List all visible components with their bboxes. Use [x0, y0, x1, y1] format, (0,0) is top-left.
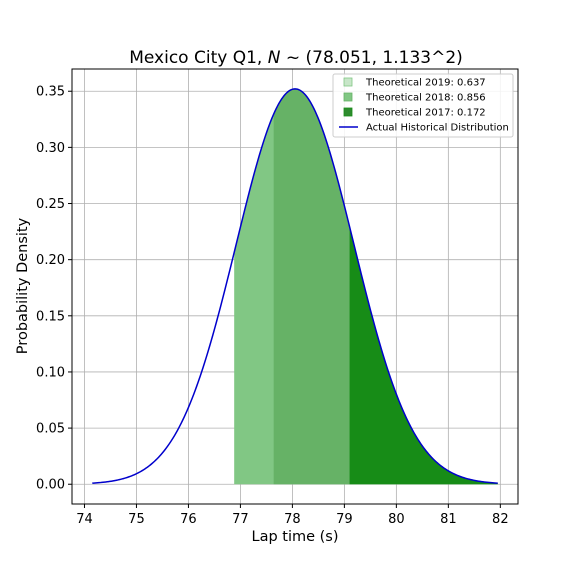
- legend-swatch-0: [343, 77, 353, 87]
- legend-items: Theoretical 2019: 0.637 Theoretical 2018:…: [339, 78, 509, 134]
- y-tick-label-2: 0.10: [36, 365, 65, 380]
- x-tick-label-1: 75: [128, 512, 145, 527]
- y-axis-label: Probability Density: [15, 217, 31, 354]
- chart-title-dist: ~ (78.051, 1.133^2): [280, 48, 462, 68]
- shaded-region-2: [349, 226, 498, 485]
- y-tick-label-1: 0.05: [36, 422, 65, 437]
- chart-title-prefix: Mexico City Q1,: [129, 48, 268, 68]
- x-tick-label-4: 78: [284, 512, 301, 527]
- y-tick-label-3: 0.15: [36, 309, 65, 324]
- legend-label-1: Theoretical 2018: 0.856: [365, 93, 486, 104]
- x-axis-ticks: 74 75 76 77 78 79 80 81 82: [76, 504, 509, 527]
- y-tick-label-4: 0.20: [36, 253, 65, 268]
- shaded-regions: [234, 88, 498, 485]
- x-tick-label-8: 82: [492, 512, 509, 527]
- shaded-region-1: [273, 88, 498, 485]
- legend-label-0: Theoretical 2019: 0.637: [365, 78, 486, 89]
- y-tick-label-5: 0.25: [36, 197, 65, 212]
- x-tick-label-7: 81: [440, 512, 457, 527]
- y-tick-label-0: 0.00: [36, 478, 65, 493]
- x-tick-label-0: 74: [76, 512, 93, 527]
- x-tick-label-6: 80: [388, 512, 405, 527]
- distribution-curve-layer: [92, 88, 498, 484]
- chart-title: Mexico City Q1, N ~ (78.051, 1.133^2): [129, 48, 463, 68]
- chart-title-n: N: [268, 48, 281, 68]
- legend-swatch-2: [343, 107, 353, 117]
- x-tick-label-5: 79: [336, 512, 353, 527]
- x-axis-label: Lap time (s): [251, 529, 338, 545]
- legend-swatch-1: [343, 92, 353, 102]
- x-tick-label-3: 77: [232, 512, 249, 527]
- legend: Theoretical 2019: 0.637 Theoretical 2018:…: [332, 73, 514, 138]
- y-tick-label-6: 0.30: [36, 141, 65, 156]
- legend-label-3: Actual Historical Distribution: [366, 123, 509, 134]
- plot-frame: [71, 68, 519, 505]
- x-tick-label-2: 76: [180, 512, 197, 527]
- legend-box: [332, 73, 514, 138]
- y-axis-ticks: 0.00 0.05 0.10 0.15 0.20 0.25 0.30 0.35: [36, 85, 72, 493]
- distribution-curve: [92, 88, 498, 484]
- y-tick-label-7: 0.35: [36, 85, 65, 100]
- legend-label-2: Theoretical 2017: 0.172: [365, 108, 486, 119]
